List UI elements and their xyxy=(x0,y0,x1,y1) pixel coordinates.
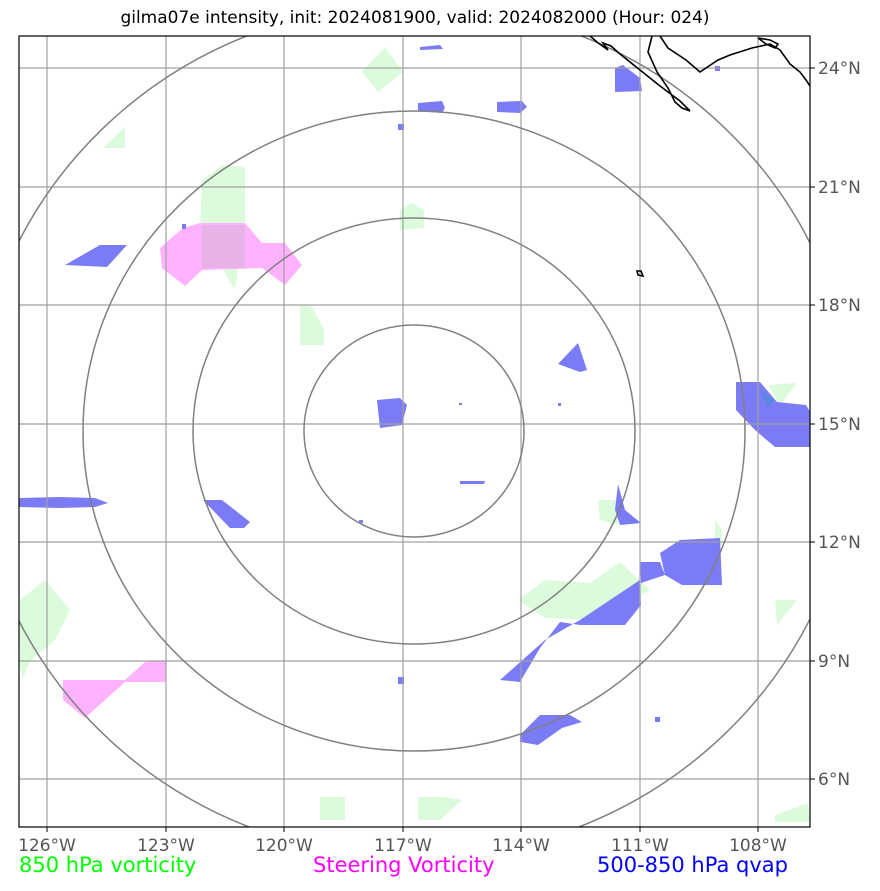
qvap-area xyxy=(420,45,443,50)
x-tick-label: 108°W xyxy=(729,836,787,856)
overlap-area xyxy=(760,390,775,407)
range-ring xyxy=(82,110,746,752)
vort850-area xyxy=(768,383,797,405)
y-tick-label: 15°N xyxy=(818,415,861,435)
range-ring xyxy=(303,324,525,538)
coastline xyxy=(589,36,810,278)
map-frame xyxy=(18,35,811,828)
tick-marks xyxy=(46,67,815,832)
y-tick-label: 24°N xyxy=(818,59,861,79)
x-tick-label: 120°W xyxy=(255,836,313,856)
y-tick-labels: 24°N 21°N 18°N 15°N 12°N 9°N 6°N xyxy=(818,59,861,790)
qvap-area xyxy=(558,343,587,372)
legend-steering-vorticity: Steering Vorticity xyxy=(313,853,495,877)
y-tick-label: 12°N xyxy=(818,533,861,553)
y-tick-label: 18°N xyxy=(818,296,861,316)
vort850-area xyxy=(362,47,403,92)
qvap-area xyxy=(500,580,641,682)
map-title: gilma07e intensity, init: 2024081900, va… xyxy=(120,8,710,28)
vort850-area xyxy=(400,203,424,230)
x-tick-label: 111°W xyxy=(611,836,669,856)
steering-area xyxy=(63,660,166,718)
graticule xyxy=(19,36,810,827)
qvap-area xyxy=(655,717,660,722)
qvap-area xyxy=(418,101,445,113)
vort850-area xyxy=(300,305,324,345)
qvap-area xyxy=(520,715,582,745)
vort850-area xyxy=(418,797,462,820)
qvap-area xyxy=(182,224,186,229)
legend-qvap: 500-850 hPa qvap xyxy=(597,853,788,877)
vort850-area xyxy=(775,803,810,822)
x-tick-label: 123°W xyxy=(137,836,195,856)
x-tick-labels: 126°W 123°W 120°W 117°W 114°W 111°W 108°… xyxy=(18,836,787,856)
qvap-area xyxy=(203,500,250,528)
qvap-area xyxy=(460,481,485,484)
range-ring xyxy=(192,217,636,645)
x-tick-label: 114°W xyxy=(492,836,550,856)
qvap-area xyxy=(660,538,722,585)
qvap-area xyxy=(497,101,527,113)
y-tick-label: 9°N xyxy=(818,652,850,672)
qvap-contours xyxy=(19,45,810,745)
qvap-area xyxy=(558,403,561,406)
qvap-area xyxy=(65,245,127,267)
qvap-area xyxy=(640,562,665,583)
x-tick-label: 117°W xyxy=(374,836,432,856)
vort850-area xyxy=(19,630,35,680)
y-tick-label: 21°N xyxy=(818,178,861,198)
legend-850-vorticity: 850 hPa vorticity xyxy=(19,853,197,877)
range-rings xyxy=(19,36,810,827)
coastline-path xyxy=(757,37,780,49)
qvap-area xyxy=(377,398,407,428)
qvap-area xyxy=(359,520,363,523)
vort850-area xyxy=(103,127,125,148)
vort850-area xyxy=(598,500,620,525)
qvap-area xyxy=(736,382,810,447)
island-path xyxy=(635,270,645,278)
qvap-area xyxy=(615,484,641,525)
x-tick-label: 126°W xyxy=(18,836,76,856)
vort850-area xyxy=(320,797,345,820)
coastline-path xyxy=(659,36,810,87)
qvap-area xyxy=(19,497,108,508)
map-background xyxy=(19,36,810,827)
qvap-area xyxy=(615,65,642,92)
vort850-area xyxy=(775,600,797,625)
coastline-path xyxy=(589,36,691,112)
overlap-area xyxy=(202,225,245,268)
qvap-area xyxy=(459,403,462,405)
y-tick-label: 6°N xyxy=(818,770,850,790)
